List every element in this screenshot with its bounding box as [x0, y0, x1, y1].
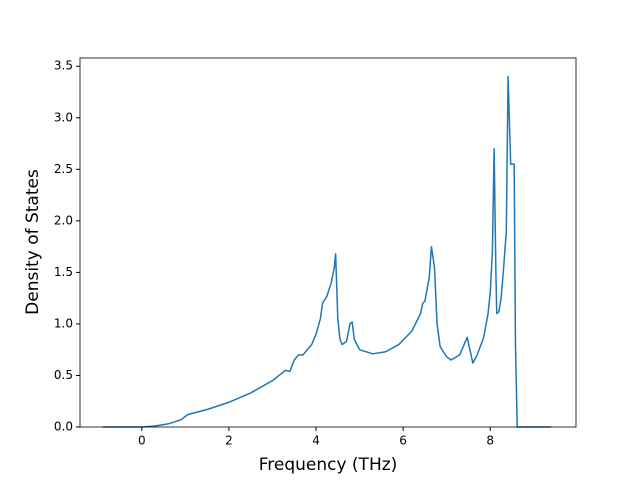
x-tick-label: 8: [486, 434, 494, 448]
plot-frame: [79, 57, 577, 428]
y-tick-label: 0.0: [54, 420, 73, 434]
y-tick-label: 2.5: [54, 162, 73, 176]
y-tick-label: 1.0: [54, 316, 73, 330]
y-axis-label: Density of States: [23, 169, 43, 315]
y-tick-label: 3.0: [54, 110, 73, 124]
x-axis-label: Frequency (THz): [259, 455, 398, 475]
x-tick-label: 6: [399, 434, 407, 448]
line-series: [102, 75, 552, 428]
x-tick-label: 0: [138, 434, 146, 448]
x-tick-label: 2: [225, 434, 233, 448]
y-tick-label: 1.5: [54, 265, 73, 279]
x-tick-label: 4: [312, 434, 320, 448]
y-tick-label: 3.5: [54, 59, 73, 73]
y-tick-label: 0.5: [54, 368, 73, 382]
y-tick-label: 2.0: [54, 213, 73, 227]
